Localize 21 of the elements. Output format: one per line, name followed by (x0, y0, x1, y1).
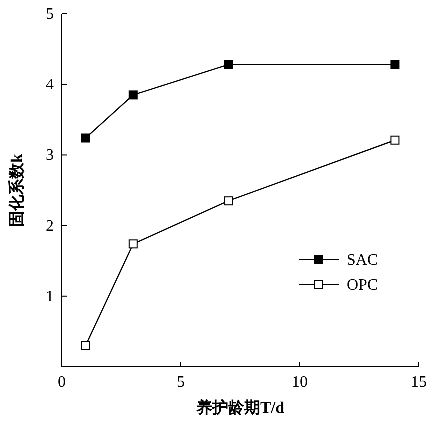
y-axis-title: 固化系数k (8, 154, 26, 227)
point (128, 240, 138, 249)
y-tick-label: 5 (46, 6, 54, 23)
legend-label: OPC (347, 277, 378, 294)
point (81, 341, 90, 350)
x-tick-label: 0 (58, 374, 66, 391)
point (390, 60, 400, 70)
point (128, 90, 138, 100)
x-axis-title: 养护龄期T/d (195, 398, 285, 417)
y-tick-label: 4 (46, 76, 54, 94)
y-tick-label: 3 (46, 147, 54, 164)
x-tick-label: 15 (411, 374, 427, 391)
x-tick-label: 10 (292, 374, 308, 391)
point (224, 60, 234, 70)
point (390, 136, 400, 145)
legend-label: SAC (347, 252, 378, 269)
y-tick-label: 1 (46, 288, 54, 306)
point (224, 196, 234, 206)
x-tick-label: 5 (177, 374, 185, 391)
y-tick-label: 2 (46, 218, 54, 235)
point (81, 134, 90, 143)
